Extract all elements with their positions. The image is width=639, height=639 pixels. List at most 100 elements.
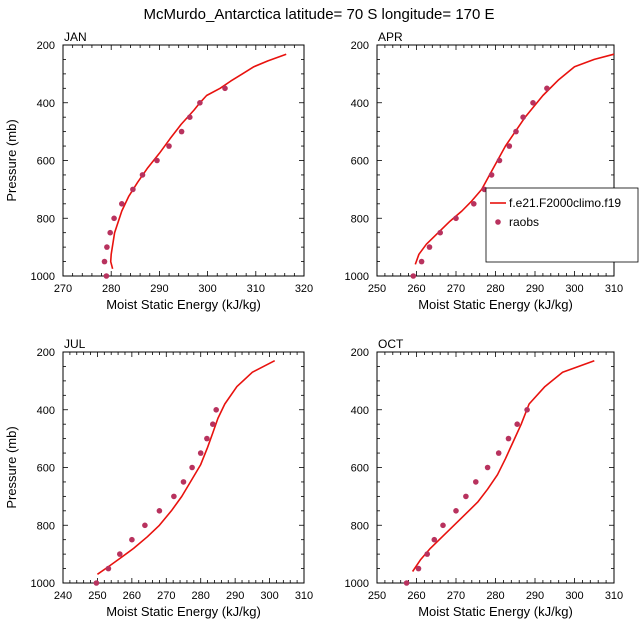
y-tick-label: 400 [37, 405, 55, 417]
y-axis-label: Pressure (mb) [4, 426, 19, 508]
legend-entry-raobs: raobs [509, 215, 539, 229]
raobs-point [180, 479, 187, 485]
raobs-point [424, 551, 431, 557]
raobs-point [415, 565, 422, 572]
y-tick-label: 600 [351, 156, 369, 168]
series-line-model [411, 359, 595, 572]
x-tick-label: 300 [565, 283, 583, 295]
raobs-point [473, 479, 479, 485]
raobs-point [107, 229, 113, 236]
y-tick-label: 600 [37, 463, 55, 475]
raobs-point [437, 229, 444, 236]
legend-box [485, 187, 639, 263]
x-tick-label: 280 [486, 590, 504, 602]
y-tick-label: 600 [37, 156, 55, 168]
raobs-point [403, 580, 410, 586]
raobs-point [524, 407, 530, 413]
y-tick-label: 800 [351, 520, 369, 532]
series-line-model [96, 359, 276, 575]
raobs-point [171, 493, 177, 500]
x-tick-label: 250 [88, 590, 106, 602]
x-tick-label: 300 [565, 590, 583, 602]
raobs-point [213, 407, 219, 413]
x-tick-label: 260 [123, 590, 141, 602]
x-tick-label: 290 [226, 590, 244, 602]
raobs-point [418, 258, 425, 265]
series-line-model [109, 53, 287, 270]
y-tick-label: 200 [351, 347, 369, 359]
y-tick-label: 800 [37, 520, 55, 532]
y-tick-label: 400 [37, 98, 55, 110]
raobs-point [197, 100, 203, 106]
raobs-point [105, 565, 112, 572]
y-tick-label: 200 [37, 347, 55, 359]
panel-jan: 270 280 290 300 310 320 200 400 600 800 1000 JAN Moi… [4, 30, 313, 312]
raobs-point [210, 421, 216, 428]
raobs-point [505, 435, 512, 442]
panel-label: JAN [64, 30, 87, 44]
x-tick-label: 250 [368, 283, 386, 295]
x-tick-label: 290 [150, 283, 168, 295]
x-tick-label: 320 [295, 283, 313, 295]
x-tick-label: 280 [192, 590, 210, 602]
x-tick-label: 280 [486, 283, 504, 295]
x-tick-label: 310 [295, 590, 313, 602]
y-tick-label: 1000 [345, 271, 369, 283]
raobs-point [117, 551, 123, 557]
x-axis-label: Moist Static Energy (kJ/kg) [418, 297, 573, 312]
raobs-point [111, 215, 117, 222]
y-tick-label: 400 [351, 98, 369, 110]
raobs-point [129, 536, 135, 543]
raobs-point [431, 536, 438, 543]
panel-grid: 270 280 290 300 310 320 200 400 600 800 1000 JAN Moi… [4, 30, 639, 619]
raobs-point [544, 85, 550, 92]
x-tick-label: 310 [605, 590, 623, 602]
y-tick-label: 200 [37, 40, 55, 52]
raobs-point [139, 172, 146, 178]
x-tick-label: 270 [447, 283, 465, 295]
x-axis-label: Moist Static Energy (kJ/kg) [106, 604, 261, 619]
y-tick-label: 1000 [31, 578, 55, 590]
panel-oct: 250 260 270 280 290 300 310 200 400 600 800 1000 OCT… [345, 337, 624, 619]
raobs-point [156, 508, 163, 514]
x-tick-label: 310 [247, 283, 265, 295]
y-tick-label: 1000 [31, 271, 55, 283]
raobs-point [410, 273, 417, 279]
panel-label: APR [378, 30, 403, 44]
y-tick-label: 400 [351, 405, 369, 417]
plot-frame [62, 351, 305, 584]
raobs-point [142, 522, 148, 529]
raobs-point [178, 128, 185, 135]
y-tick-label: 800 [351, 213, 369, 225]
x-tick-label: 260 [407, 590, 425, 602]
panel-label: OCT [378, 337, 404, 351]
x-tick-label: 260 [407, 283, 425, 295]
x-tick-label: 270 [54, 283, 72, 295]
raobs-point [488, 172, 495, 178]
raobs-point [463, 493, 469, 500]
x-axis-label: Moist Static Energy (kJ/kg) [106, 297, 261, 312]
panel-jul: 240 250 260 270 280 290 300 310 200 400 600 800 1000… [4, 337, 313, 619]
y-tick-label: 600 [351, 463, 369, 475]
x-tick-label: 300 [260, 590, 278, 602]
raobs-point [189, 464, 195, 471]
y-tick-label: 800 [37, 213, 55, 225]
raobs-point [506, 143, 513, 149]
y-tick-label: 200 [351, 40, 369, 52]
raobs-point [204, 435, 210, 442]
raobs-point [154, 157, 160, 164]
raobs-point [453, 215, 459, 222]
raobs-point [222, 85, 228, 92]
raobs-point [520, 114, 526, 120]
raobs-point [104, 244, 110, 250]
raobs-point [495, 450, 502, 456]
x-tick-label: 290 [526, 590, 544, 602]
raobs-point [197, 450, 204, 456]
y-tick-label: 1000 [345, 578, 369, 590]
y-axis-label: Pressure (mb) [4, 119, 19, 201]
panel-apr: 250 260 270 280 290 300 310 200 400 600 800 1000 APR… [345, 30, 624, 312]
raobs-point [453, 508, 459, 514]
raobs-point [496, 157, 503, 164]
x-tick-label: 250 [368, 590, 386, 602]
